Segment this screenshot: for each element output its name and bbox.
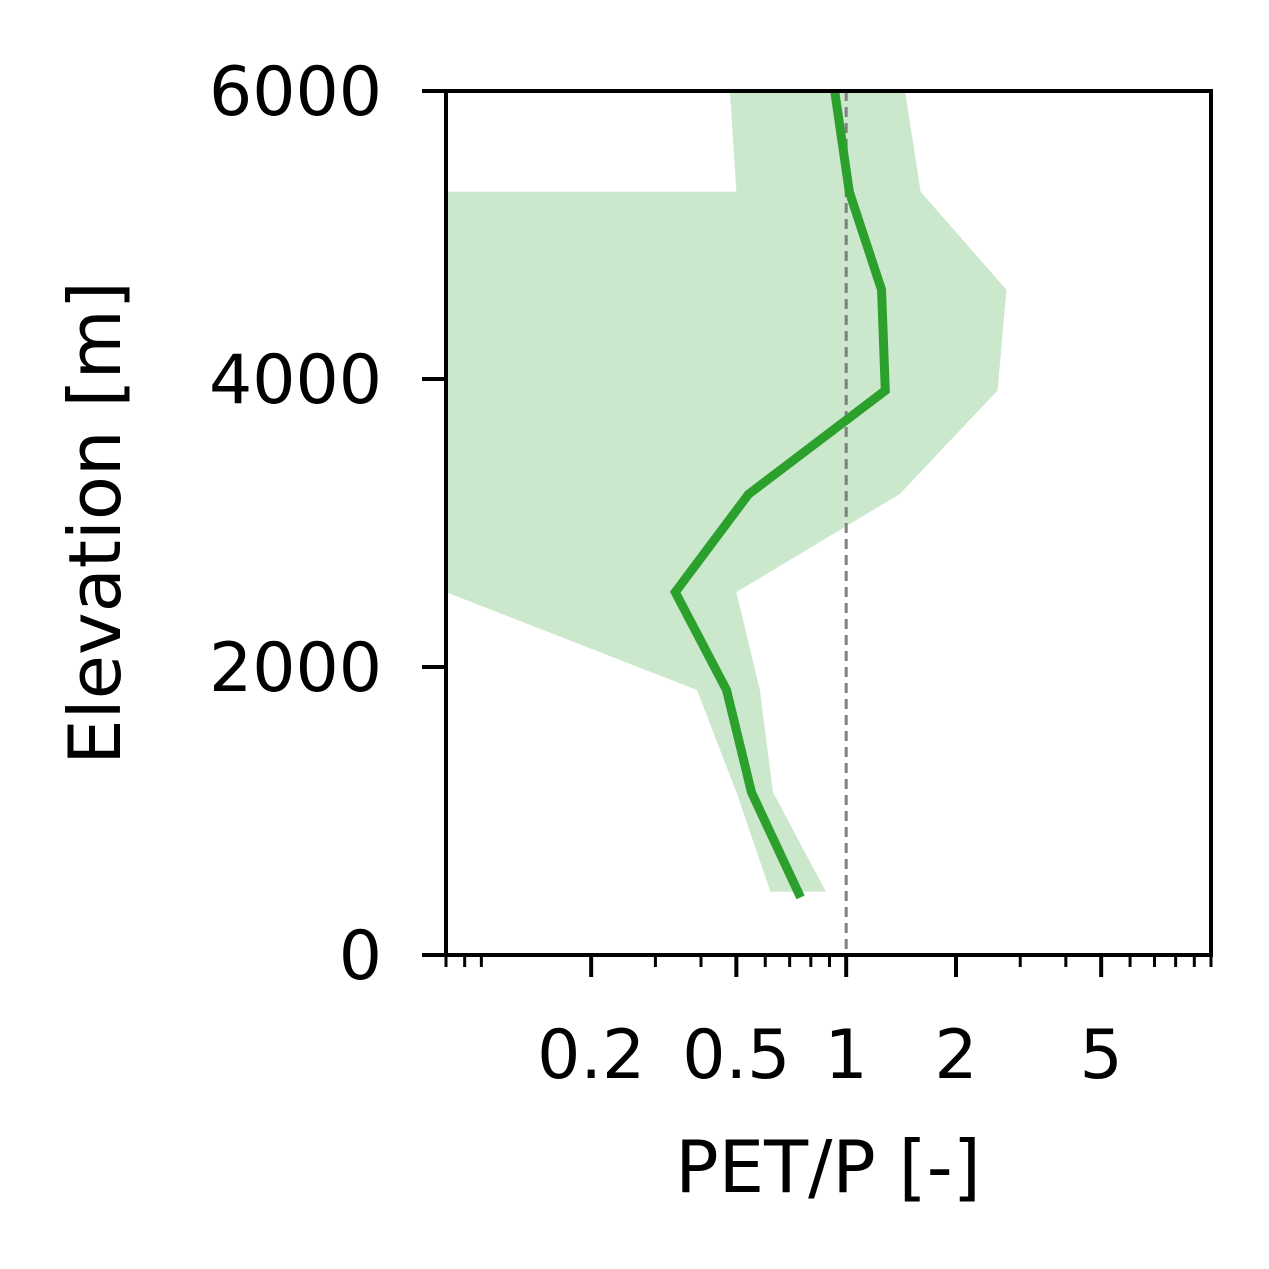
uncertainty-band [446, 91, 1007, 892]
x-tick-label: 0.5 [682, 1016, 790, 1095]
x-tick-label: 2 [934, 1016, 977, 1095]
plot-area: 0.2 0.5 1 2 5 0 2000 4000 6000 [209, 53, 1213, 1095]
series-line-0 [669, 90, 890, 900]
x-axis-label: PET/P [-] [675, 1125, 981, 1209]
y-tick-label: 6000 [209, 53, 382, 132]
y-tick-label: 4000 [209, 341, 382, 420]
x-tick-label: 5 [1080, 1016, 1123, 1095]
y-tick-label: 2000 [209, 629, 382, 708]
x-tick-label: 0.2 [537, 1016, 645, 1095]
x-tick-label: 1 [825, 1016, 868, 1095]
y-tick-label: 0 [339, 917, 382, 996]
y-axis-label: Elevation [m] [53, 281, 137, 765]
